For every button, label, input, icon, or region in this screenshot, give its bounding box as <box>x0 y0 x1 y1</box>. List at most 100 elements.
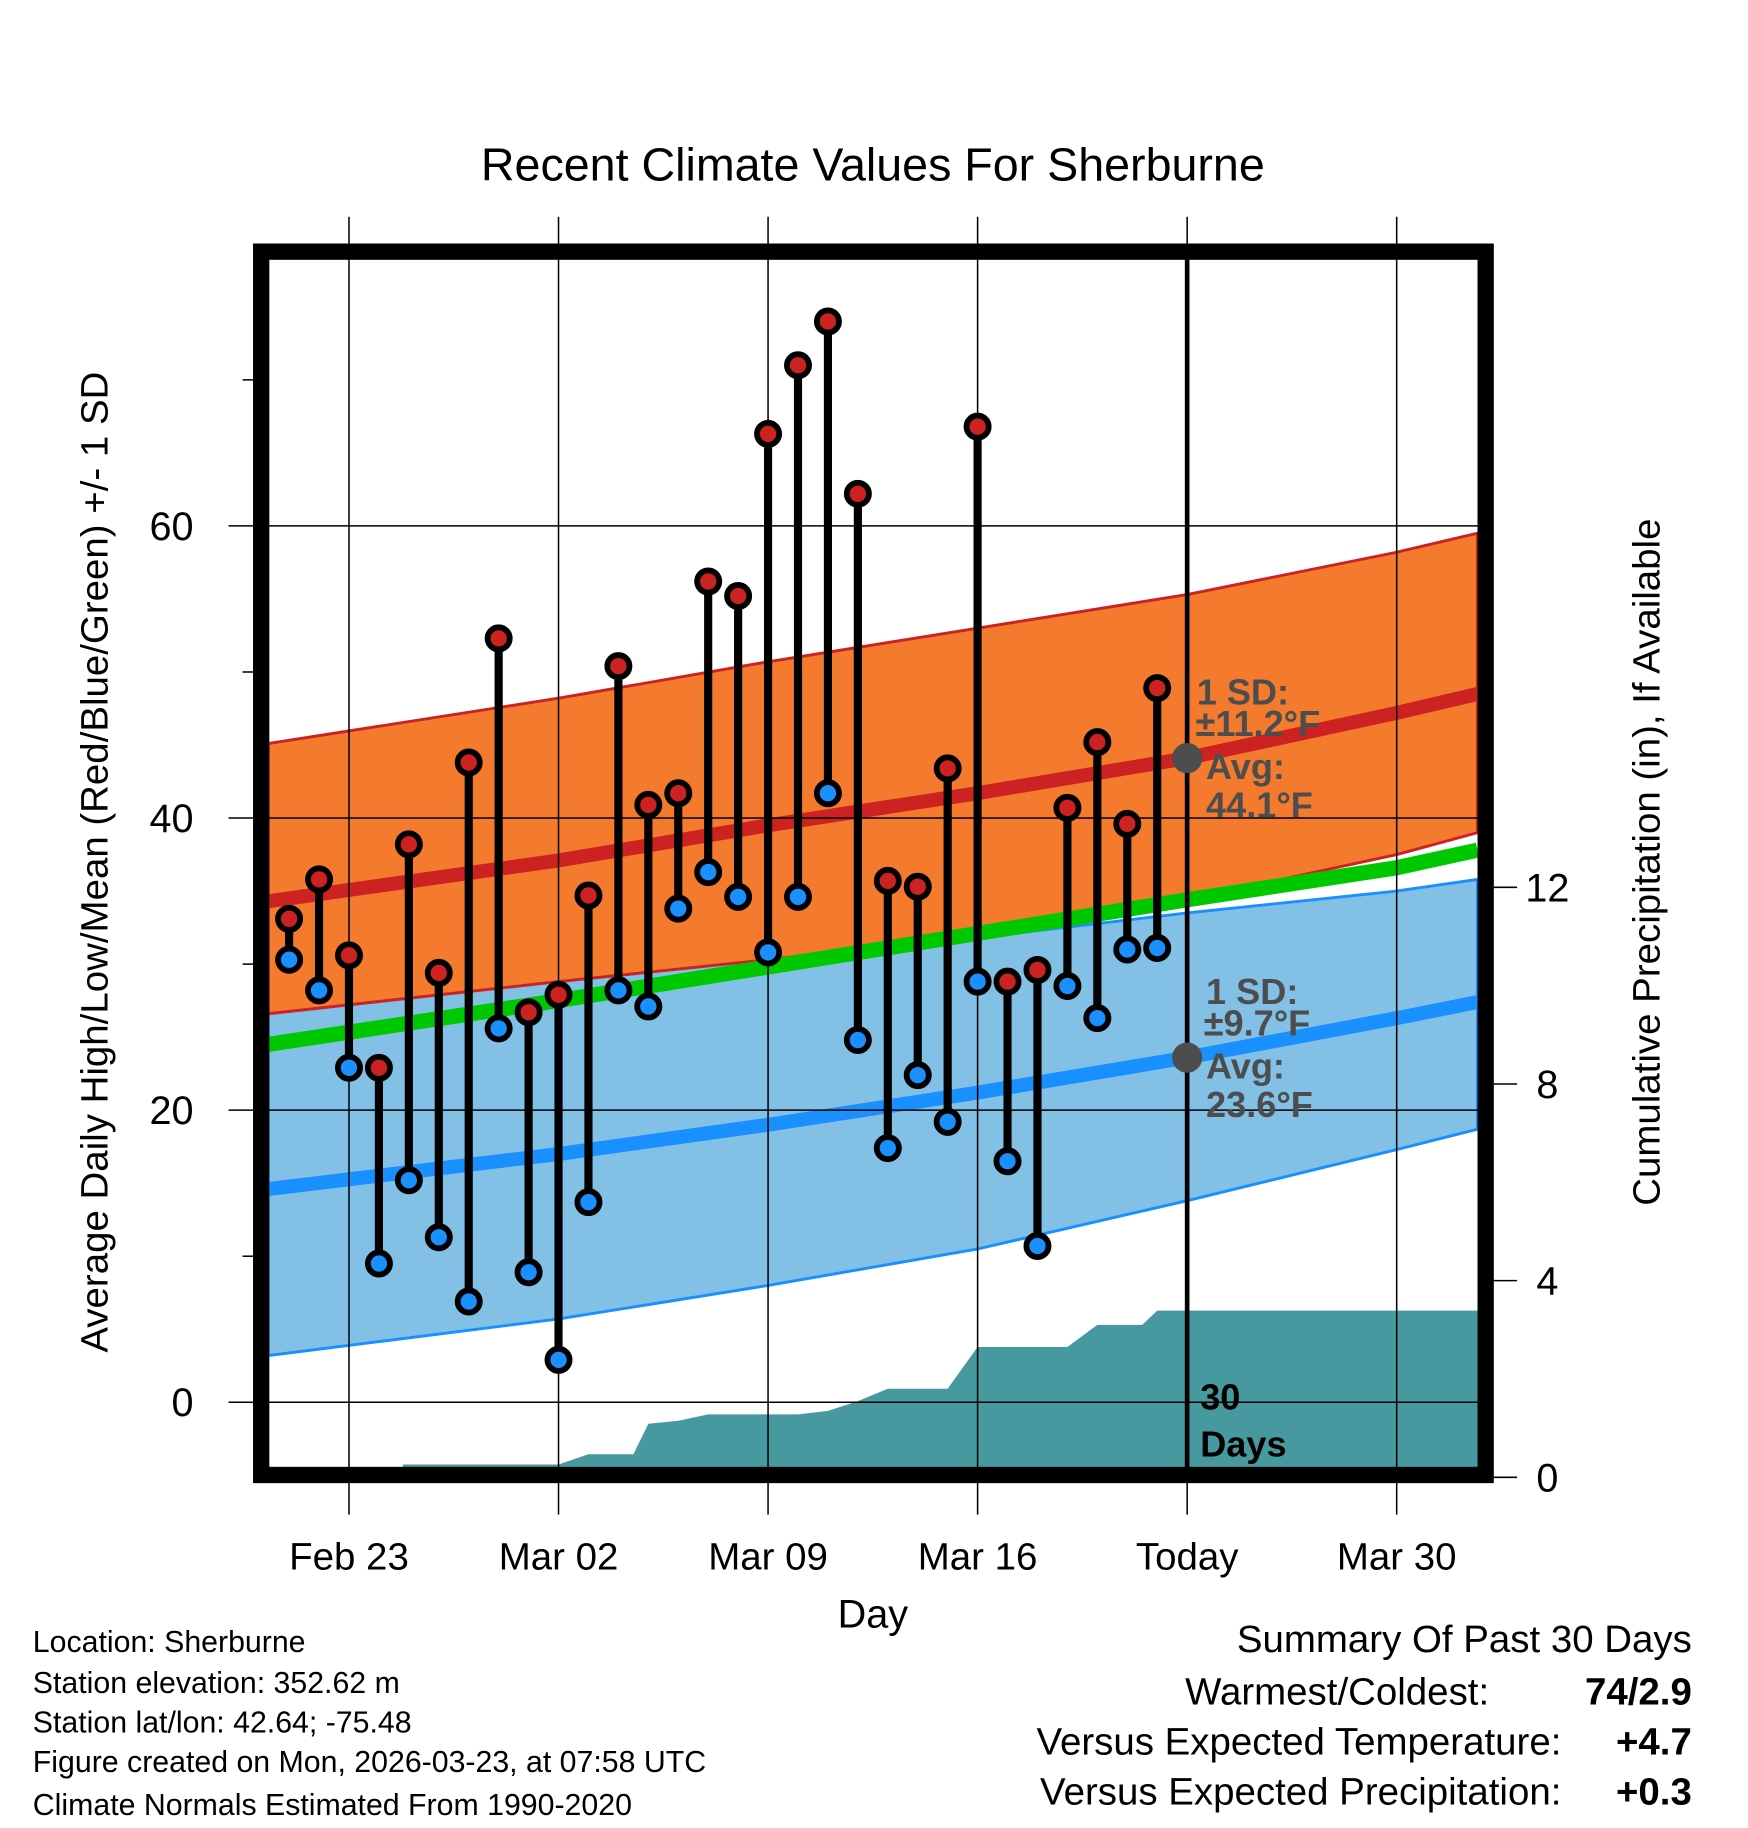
high-point <box>544 980 573 1009</box>
high-point <box>1143 674 1172 703</box>
y-right-tick-label: 12 <box>1525 866 1569 910</box>
warmest-value: 74/2.9 <box>1585 1671 1692 1714</box>
low-point <box>335 1053 363 1082</box>
low-point <box>454 1287 483 1316</box>
high-point <box>754 419 783 448</box>
low-point <box>813 779 842 808</box>
low-point <box>993 1147 1022 1176</box>
x-axis-label: Day <box>838 1593 909 1637</box>
y-right-tick-label: 8 <box>1536 1063 1558 1107</box>
warmest-label: Warmest/Coldest: <box>1185 1671 1489 1714</box>
high-point <box>1053 793 1082 822</box>
high-point <box>843 479 872 508</box>
chart-title: Recent Climate Values For Sherburne <box>481 139 1265 191</box>
low-point <box>664 894 693 923</box>
summary-panel: Summary Of Past 30 Days Warmest/Coldest:… <box>1036 1618 1691 1814</box>
high-point <box>335 941 363 970</box>
low-sd-annotation: Avg: <box>1206 1046 1285 1087</box>
y-right-tick-label: 4 <box>1536 1260 1558 1304</box>
low-point <box>963 967 992 996</box>
plot-area: Feb 23 Mar 02 Mar 09 Mar 16 Today Mar 3002040… <box>150 216 1569 1578</box>
high-sd-annotation: ±11.2°F <box>1196 703 1321 744</box>
low-point <box>1143 934 1172 963</box>
y-tick-label: 60 <box>150 505 194 549</box>
y-axis-label-right: Cumulative Precipitation (in), If Availa… <box>1625 519 1668 1206</box>
high-point <box>813 307 842 336</box>
low-point <box>903 1061 932 1090</box>
temp-anomaly-label: Versus Expected Temperature: <box>1036 1721 1561 1764</box>
x-tick-label: Mar 09 <box>708 1535 828 1578</box>
high-point <box>724 582 753 611</box>
low-point <box>1113 935 1142 964</box>
summary-title: Summary Of Past 30 Days <box>1237 1618 1692 1661</box>
low-point <box>843 1026 872 1055</box>
latlon-text: Station lat/lon: 42.64; -75.48 <box>33 1706 412 1739</box>
high-point <box>694 567 723 596</box>
high-point <box>275 904 304 933</box>
y-axis-label: Average Daily High/Low/Mean (Red/Blue/Gr… <box>73 372 116 1353</box>
high-point <box>873 866 902 895</box>
y-right-tick-label: 0 <box>1536 1456 1558 1500</box>
low-point <box>724 882 753 911</box>
high-point <box>394 830 423 859</box>
high-point <box>993 967 1022 996</box>
precip-anomaly-label: Versus Expected Precipitation: <box>1040 1771 1561 1814</box>
low-point <box>394 1166 423 1195</box>
high-point <box>903 872 932 901</box>
low-point <box>1083 1004 1112 1033</box>
normals-text: Climate Normals Estimated From 1990-2020 <box>33 1789 632 1822</box>
low-sd-annotation: 1 SD: <box>1206 971 1298 1012</box>
x-tick-label: Mar 30 <box>1337 1535 1457 1578</box>
high-point <box>305 865 334 894</box>
plot-frame <box>253 243 1494 1484</box>
high-point <box>664 779 693 808</box>
low-point <box>1023 1232 1052 1260</box>
high-sd-annotation: Avg: <box>1206 746 1285 787</box>
low-avg-marker <box>1171 1042 1203 1073</box>
low-point <box>514 1258 543 1287</box>
high-point <box>1113 809 1142 838</box>
station-info: Location: Sherburne Station elevation: 3… <box>33 1626 706 1822</box>
temp-anomaly-value: +4.7 <box>1616 1721 1692 1764</box>
low-point <box>873 1134 902 1163</box>
high-avg-marker <box>1171 743 1203 774</box>
high-sd-annotation: 44.1°F <box>1206 785 1313 826</box>
high-point <box>963 412 992 441</box>
window-label: Days <box>1200 1423 1286 1464</box>
high-point <box>933 754 962 783</box>
x-tick-label: Today <box>1136 1535 1239 1578</box>
high-point <box>424 958 453 987</box>
high-point <box>514 998 543 1027</box>
elevation-text: Station elevation: 352.62 m <box>33 1667 400 1700</box>
low-point <box>784 882 812 911</box>
low-point <box>604 976 633 1005</box>
low-point <box>933 1107 962 1136</box>
x-tick-label: Feb 23 <box>289 1535 409 1578</box>
high-point <box>364 1053 393 1082</box>
window-label: 30 <box>1200 1377 1240 1418</box>
low-point <box>694 858 723 887</box>
high-point <box>784 351 812 380</box>
high-point <box>1083 728 1112 757</box>
precip-anomaly-value: +0.3 <box>1616 1771 1692 1814</box>
low-sd-annotation: ±9.7°F <box>1204 1002 1311 1043</box>
created-text: Figure created on Mon, 2026-03-23, at 07… <box>33 1746 706 1779</box>
low-point <box>424 1223 453 1252</box>
high-point <box>484 624 513 653</box>
low-point <box>484 1014 513 1043</box>
low-point <box>1053 972 1082 1000</box>
low-point <box>634 992 663 1021</box>
low-point <box>364 1249 393 1278</box>
low-point <box>275 945 304 974</box>
high-point <box>634 790 663 819</box>
high-point <box>604 652 633 681</box>
high-point <box>574 881 603 910</box>
y-tick-label: 40 <box>150 797 194 841</box>
precipitation-area <box>268 1310 1478 1478</box>
location-text: Location: Sherburne <box>33 1626 306 1659</box>
y-tick-label: 0 <box>172 1381 194 1425</box>
x-tick-label: Mar 16 <box>918 1535 1038 1578</box>
low-point <box>754 938 783 967</box>
high-sd-annotation: 1 SD: <box>1197 672 1289 713</box>
